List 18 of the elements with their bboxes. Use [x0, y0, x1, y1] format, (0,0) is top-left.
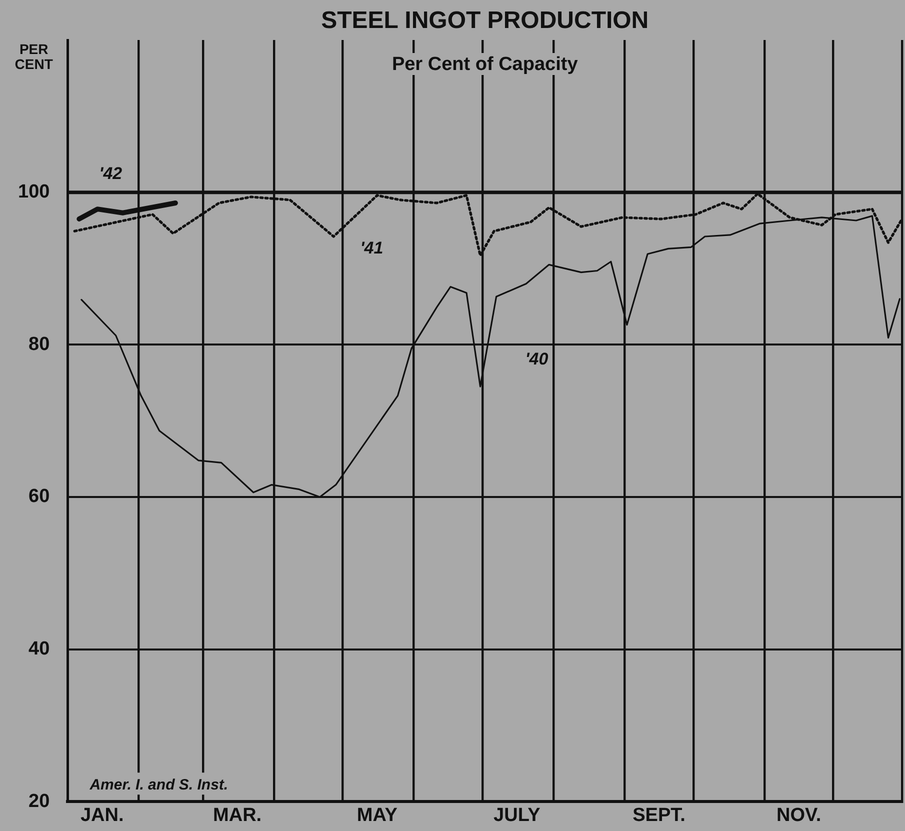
chart-title: STEEL INGOT PRODUCTION [321, 7, 649, 34]
x-tick-label: NOV. [776, 805, 822, 826]
x-tick-label: MAY [356, 805, 398, 826]
y-tick-label: 60 [28, 486, 50, 508]
y-axis-title: PER CENT [14, 41, 54, 72]
text: '40 [525, 350, 549, 369]
series-label: '41 [360, 238, 384, 258]
x-tick-label: JULY [494, 805, 541, 826]
series-label: '42 [99, 164, 123, 183]
x-tick-label: JAN. [80, 805, 124, 826]
x-tick-label: MAR. [213, 805, 262, 826]
y-tick-label: 80 [28, 334, 50, 355]
text: Per Cent of Capacity [392, 54, 578, 75]
y-tick-label: 40 [28, 638, 50, 660]
annotation: Amer. I. and S. Inst. [88, 776, 228, 794]
y-tick-label: 20 [28, 790, 50, 812]
y-tick-label: 100 [18, 182, 50, 203]
x-tick-label: SEPT. [632, 805, 686, 826]
